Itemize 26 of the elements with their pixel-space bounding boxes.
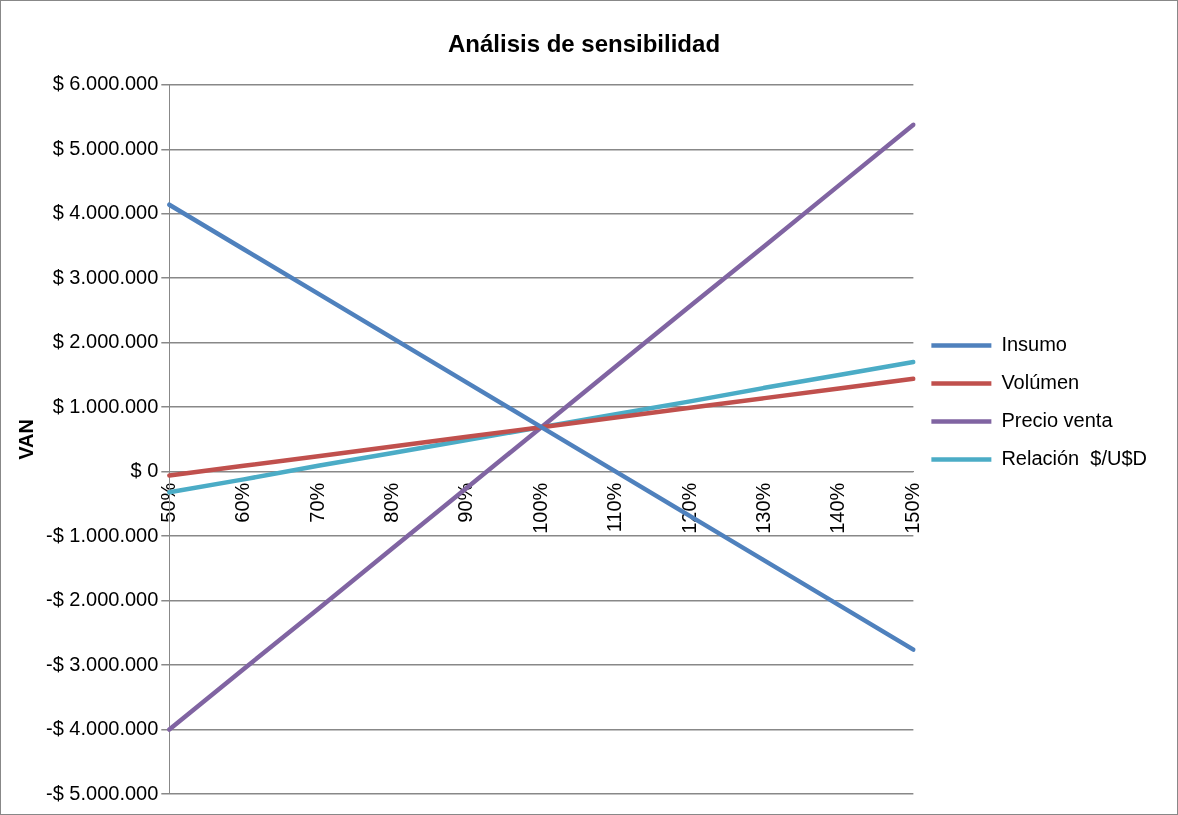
x-tick-label: 100% (528, 482, 551, 534)
legend-label: Insumo (1001, 333, 1067, 356)
y-tick-label: $ 2.000.000 (52, 330, 159, 353)
x-tick-label: 60% (231, 482, 254, 523)
legend-label: Precio venta (1001, 409, 1114, 432)
y-tick-label: $ 6.000.000 (52, 72, 159, 95)
legend-label: Volúmen (1001, 371, 1080, 394)
y-tick-label: -$ 5.000.000 (45, 781, 159, 804)
y-tick-label: -$ 1.000.000 (45, 523, 159, 546)
y-tick-label: -$ 4.000.000 (45, 717, 159, 740)
x-tick-label: 110% (603, 482, 626, 533)
y-tick-label: -$ 3.000.000 (45, 652, 159, 675)
x-tick-label: 70% (305, 482, 328, 523)
x-tick-label: 80% (380, 482, 403, 523)
chart-title: Análisis de sensibilidad (447, 30, 721, 58)
x-tick-label: 150% (900, 482, 923, 534)
legend-label: Relación $/U$D (1001, 447, 1147, 470)
y-tick-label: $ 0 (130, 459, 159, 482)
x-tick-label: 130% (752, 482, 775, 534)
y-tick-label: $ 4.000.000 (52, 201, 159, 224)
x-tick-label: 140% (826, 482, 849, 534)
y-tick-label: $ 5.000.000 (52, 136, 159, 159)
y-tick-label: -$ 2.000.000 (45, 588, 159, 611)
y-tick-label: $ 3.000.000 (52, 265, 159, 288)
y-tick-label: $ 1.000.000 (52, 394, 159, 417)
y-axis-title: VAN (14, 419, 37, 460)
